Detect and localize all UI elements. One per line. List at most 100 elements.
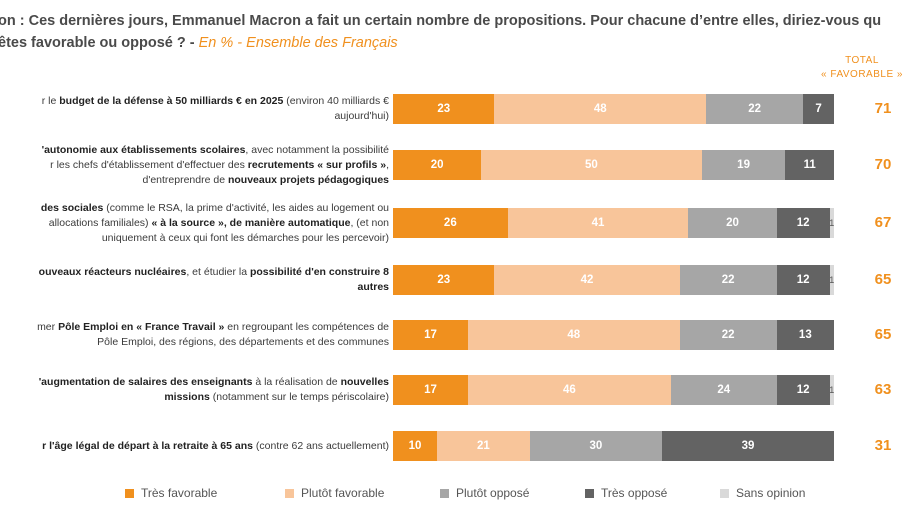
bar-value-label: 12: [796, 384, 810, 396]
row-label: r l'âge légal de départ à la retraite à …: [0, 439, 389, 454]
row-label-line: r l'âge légal de départ à la retraite à …: [0, 439, 389, 454]
bar-value-label: 1: [829, 385, 834, 395]
row-label-bold: des sociales: [40, 201, 104, 214]
bar-segment-plutot-favorable: 48: [467, 320, 680, 350]
legend-item: Plutôt opposé: [440, 486, 529, 500]
stacked-bar: 17 46 24 12 1: [393, 375, 834, 405]
row-label-bold: nouvelles: [340, 376, 389, 388]
bar-segment-tres-oppose: 12: [776, 265, 830, 295]
bar-segment-plutot-oppose: 22: [679, 265, 777, 295]
bar-value-label: 23: [437, 274, 451, 286]
row-label-bold: Pôle Emploi en « France Travail »: [58, 321, 225, 333]
legend-item: Très opposé: [585, 486, 667, 500]
bar-value-label: 23: [437, 103, 451, 115]
row-label-line: 'augmentation de salaires des enseignant…: [0, 375, 389, 390]
bar-value-label: 7: [815, 103, 822, 115]
row-label-bold: autres: [357, 281, 389, 293]
bar-segment-tres-favorable: 17: [393, 320, 468, 350]
row-label-text: Pôle Emploi, des régions, des départemen…: [97, 336, 389, 348]
row-label-line: uniquement à ceux qui font les démarches…: [0, 231, 389, 246]
row-label-text: uniquement à ceux qui font les démarches…: [101, 231, 389, 244]
legend-swatch: [440, 488, 449, 498]
bar-value-label: 21: [477, 440, 490, 452]
bar-segment-tres-oppose: 7: [803, 94, 834, 124]
row-label-text: ,: [386, 158, 389, 171]
total-favorable-value: 65: [874, 271, 892, 288]
legend-swatch: [125, 488, 134, 498]
bar-value-label: 24: [717, 384, 731, 396]
title-line-1: on : Ces dernières jours, Emmanuel Macro…: [0, 13, 882, 29]
row-label-line: r les chefs d'établissement d'effectuer …: [0, 158, 389, 173]
bar-segment-tres-oppose: 39: [662, 431, 834, 461]
title-line-2-text: êtes favorable ou opposé ? -: [0, 35, 199, 51]
row-label-line: autres: [0, 280, 389, 295]
bar-segment-plutot-oppose: 20: [688, 208, 777, 238]
row-label: 'autonomie aux établissements scolaires,…: [0, 143, 389, 188]
row-label-line: aujourd'hui): [0, 109, 389, 124]
bar-segment-tres-favorable: 23: [393, 265, 495, 295]
total-favorable-header: TOTAL « FAVORABLE »: [817, 54, 907, 82]
row-label-line: 'autonomie aux établissements scolaires,…: [0, 143, 389, 158]
bar-segment-plutot-favorable: 41: [507, 208, 689, 238]
row-label-line: allocations familiales) « à la source »,…: [0, 216, 389, 231]
bar-value-label: 12: [796, 217, 810, 229]
total-favorable-value: 67: [874, 214, 892, 231]
bar-value-label: 20: [430, 159, 444, 171]
bar-value-label: 17: [424, 329, 437, 341]
legend-swatch: [585, 488, 594, 498]
row-label-bold: recrutements « sur profils »: [247, 158, 387, 171]
bar-segment-tres-oppose: 12: [776, 208, 830, 238]
legend-label: Plutôt opposé: [456, 486, 530, 500]
bar-segment-plutot-oppose: 30: [529, 431, 662, 461]
row-label-line: r le budget de la défense à 50 milliards…: [0, 94, 389, 109]
row-label-text: , avec notamment la possibilité: [245, 143, 389, 156]
row-label: des sociales (comme le RSA, la prime d'a…: [0, 201, 389, 246]
row-label-line: des sociales (comme le RSA, la prime d'a…: [0, 201, 389, 216]
bar-value-label: 50: [585, 159, 598, 171]
bar-value-label: 46: [563, 384, 576, 396]
stacked-bar: 17 48 22 13: [393, 320, 834, 350]
legend-label: Très favorable: [141, 486, 218, 500]
row-label-bold: 'autonomie aux établissements scolaires: [41, 143, 246, 156]
row-label-text: (notamment sur le temps périscolaire): [209, 391, 389, 403]
total-favorable-value: 31: [874, 437, 892, 454]
row-label-text: d'entreprendre de: [142, 173, 228, 186]
stacked-bar: 26 41 20 12 1: [393, 208, 834, 238]
row-label-text: , (et non: [350, 216, 389, 229]
row-label-bold: 'augmentation de salaires des enseignant…: [38, 376, 253, 388]
bar-segment-plutot-oppose: 19: [701, 150, 786, 180]
row-label-bold: r l'âge légal de départ à la retraite à …: [42, 439, 253, 452]
bar-segment-tres-oppose: 11: [785, 150, 834, 180]
bar-value-label: 20: [726, 217, 739, 229]
row-label-bold: « à la source », de manière automatique: [151, 216, 351, 229]
row-label: ouveaux réacteurs nucléaires, et étudier…: [0, 265, 389, 295]
row-label-text: (environ 40 milliards €: [283, 95, 389, 107]
bar-value-label: 39: [741, 440, 755, 452]
bar-segment-plutot-oppose: 22: [679, 320, 777, 350]
row-label: mer Pôle Emploi en « France Travail » en…: [0, 320, 389, 350]
row-label-text: r le: [41, 95, 60, 107]
row-label-text: mer: [37, 321, 59, 333]
bar-value-label: 11: [803, 159, 816, 171]
bar-value-label: 22: [721, 274, 735, 286]
legend-label: Sans opinion: [736, 486, 806, 500]
row-label-text: en regroupant les compétences de: [224, 321, 389, 333]
row-label-line: d'entreprendre de nouveaux projets pédag…: [0, 173, 389, 188]
bar-segment-tres-favorable: 10: [393, 431, 438, 461]
stacked-bar: 10 21 30 39: [393, 431, 834, 461]
bar-value-label: 10: [408, 440, 422, 452]
row-label: r le budget de la défense à 50 milliards…: [0, 94, 389, 124]
bar-segment-sans-opinion: 1: [829, 375, 834, 405]
total-header-line-2: « FAVORABLE »: [821, 69, 903, 80]
row-label-bold: missions: [164, 391, 210, 403]
row-label-bold: possibilité d'en construire 8: [249, 266, 389, 278]
bar-segment-sans-opinion: 1: [829, 265, 834, 295]
row-label-text: , et étudier la: [186, 266, 250, 278]
bar-segment-tres-oppose: 13: [776, 320, 834, 350]
legend-item: Sans opinion: [720, 486, 805, 500]
total-favorable-value: 65: [874, 326, 892, 343]
bar-segment-plutot-favorable: 46: [467, 375, 671, 405]
bar-value-label: 30: [589, 440, 603, 452]
bar-value-label: 17: [424, 384, 437, 396]
bar-segment-plutot-favorable: 42: [494, 265, 680, 295]
